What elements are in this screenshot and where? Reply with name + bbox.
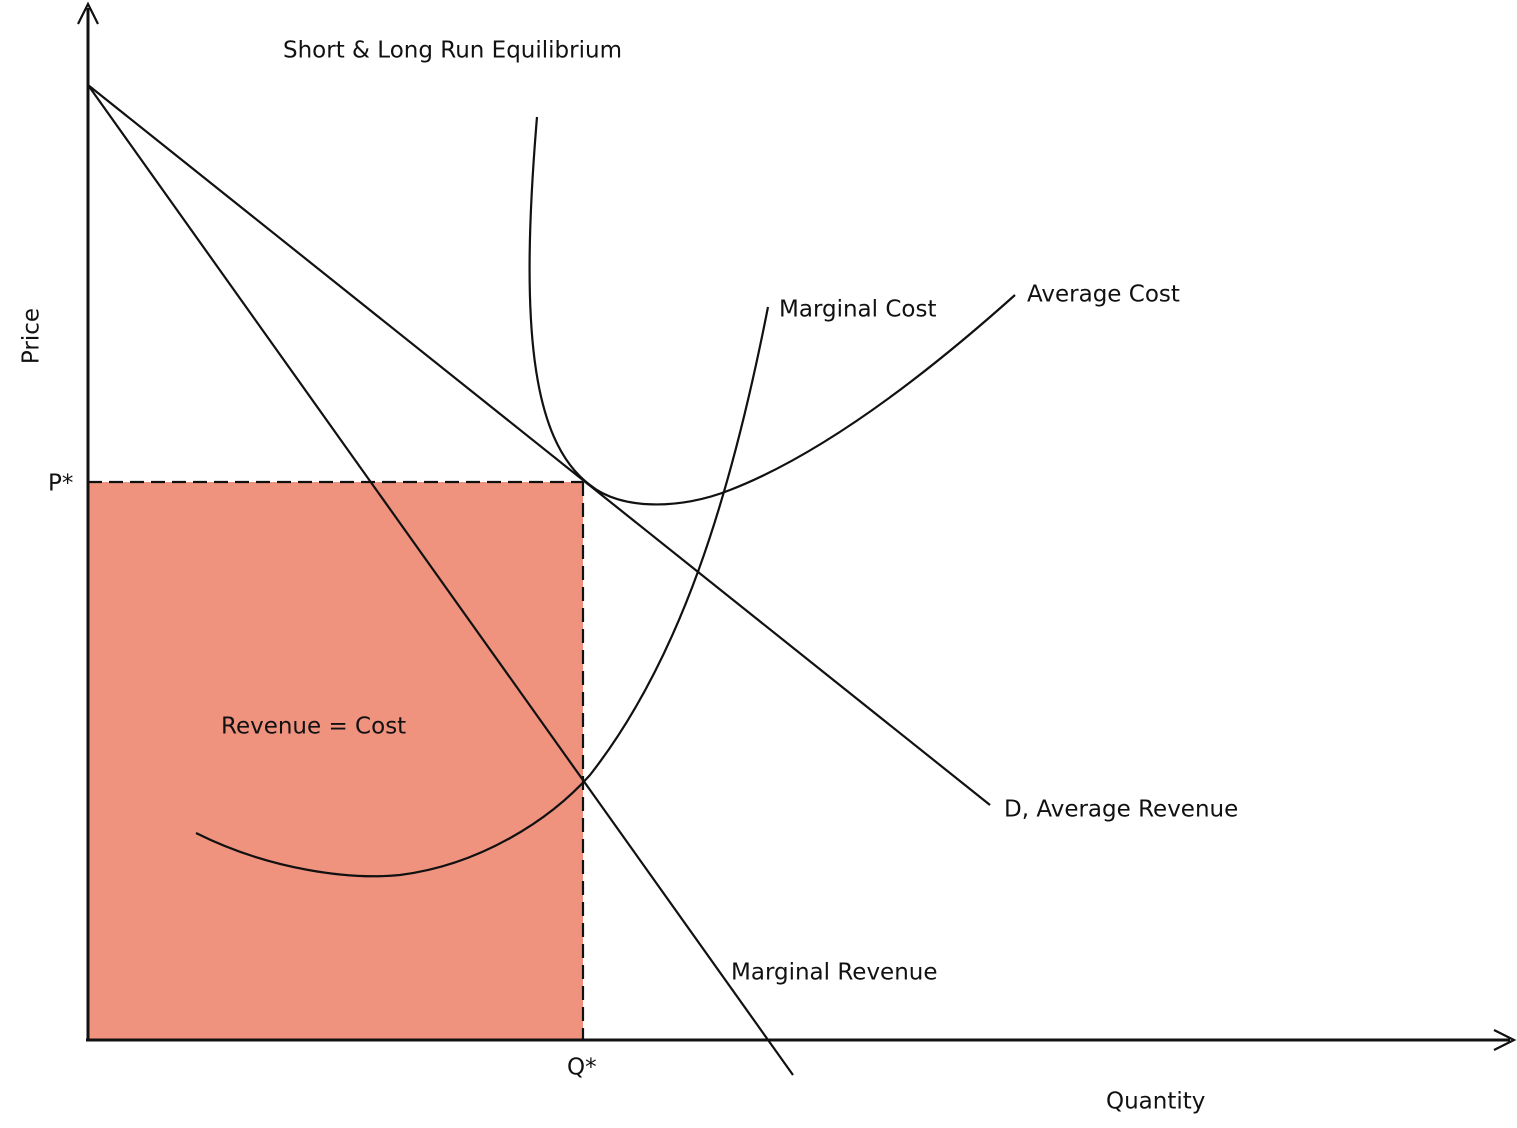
demand-curve: [87, 84, 991, 806]
y-axis-label: Price: [19, 308, 45, 364]
title: Short & Long Run Equilibrium: [283, 38, 622, 64]
y-axis-arrow: [77, 1, 99, 25]
price-marker: P*: [48, 471, 73, 497]
x-axis-label: Quantity: [1106, 1089, 1205, 1115]
marginal-cost-curve: [195, 306, 770, 878]
revenue-region: [88, 482, 583, 1040]
marginal-revenue-curve: [87, 84, 794, 1076]
curve-label: Marginal Cost: [779, 297, 937, 323]
x-axis-arrow: [1493, 1029, 1517, 1051]
quantity-marker: Q*: [567, 1055, 597, 1081]
curve-label: Average Cost: [1027, 282, 1180, 308]
curve-label: Marginal Revenue: [731, 960, 938, 986]
region-label: Revenue = Cost: [221, 714, 406, 740]
curve-label: D, Average Revenue: [1004, 797, 1238, 823]
average-cost-curve: [528, 116, 1016, 506]
